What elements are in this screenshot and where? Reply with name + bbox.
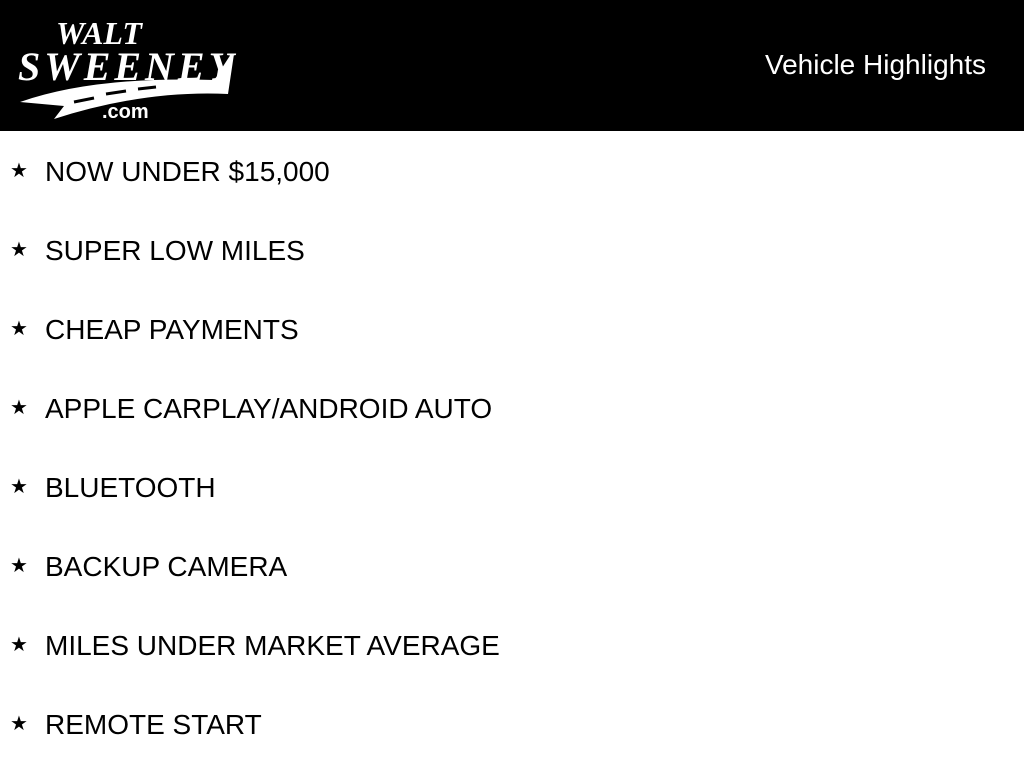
list-item: ★ APPLE CARPLAY/ANDROID AUTO: [0, 393, 1024, 433]
list-item: ★ CHEAP PAYMENTS: [0, 314, 1024, 354]
highlight-label: NOW UNDER $15,000: [45, 156, 330, 187]
star-icon: ★: [10, 713, 28, 735]
highlight-label: BACKUP CAMERA: [45, 551, 288, 582]
star-icon: ★: [10, 476, 28, 498]
highlight-label: MILES UNDER MARKET AVERAGE: [45, 630, 500, 661]
list-item: ★ REMOTE START: [0, 709, 1024, 749]
list-item: ★ NOW UNDER $15,000: [0, 156, 1024, 196]
highlight-label: REMOTE START: [45, 709, 262, 740]
svg-text:.com: .com: [102, 101, 149, 123]
highlight-label: BLUETOOTH: [45, 472, 216, 503]
highlight-label: APPLE CARPLAY/ANDROID AUTO: [45, 393, 493, 424]
star-icon: ★: [10, 397, 28, 419]
highlight-label: CHEAP PAYMENTS: [45, 314, 299, 345]
star-icon: ★: [10, 634, 28, 656]
star-icon: ★: [10, 239, 28, 261]
star-icon: ★: [10, 160, 28, 182]
header-bar: WALT SWEENEY .com Vehicle Highlights: [0, 0, 1024, 131]
walt-sweeney-logo: WALT SWEENEY .com: [18, 15, 237, 123]
list-item: ★ SUPER LOW MILES: [0, 235, 1024, 275]
list-item: ★ BACKUP CAMERA: [0, 551, 1024, 591]
highlight-label: SUPER LOW MILES: [45, 235, 305, 266]
page-title: Vehicle Highlights: [764, 49, 986, 80]
svg-text:WALT: WALT: [56, 15, 143, 51]
list-item: ★ MILES UNDER MARKET AVERAGE: [0, 630, 1024, 670]
star-icon: ★: [10, 555, 28, 577]
star-icon: ★: [10, 318, 28, 340]
list-item: ★ BLUETOOTH: [0, 472, 1024, 512]
